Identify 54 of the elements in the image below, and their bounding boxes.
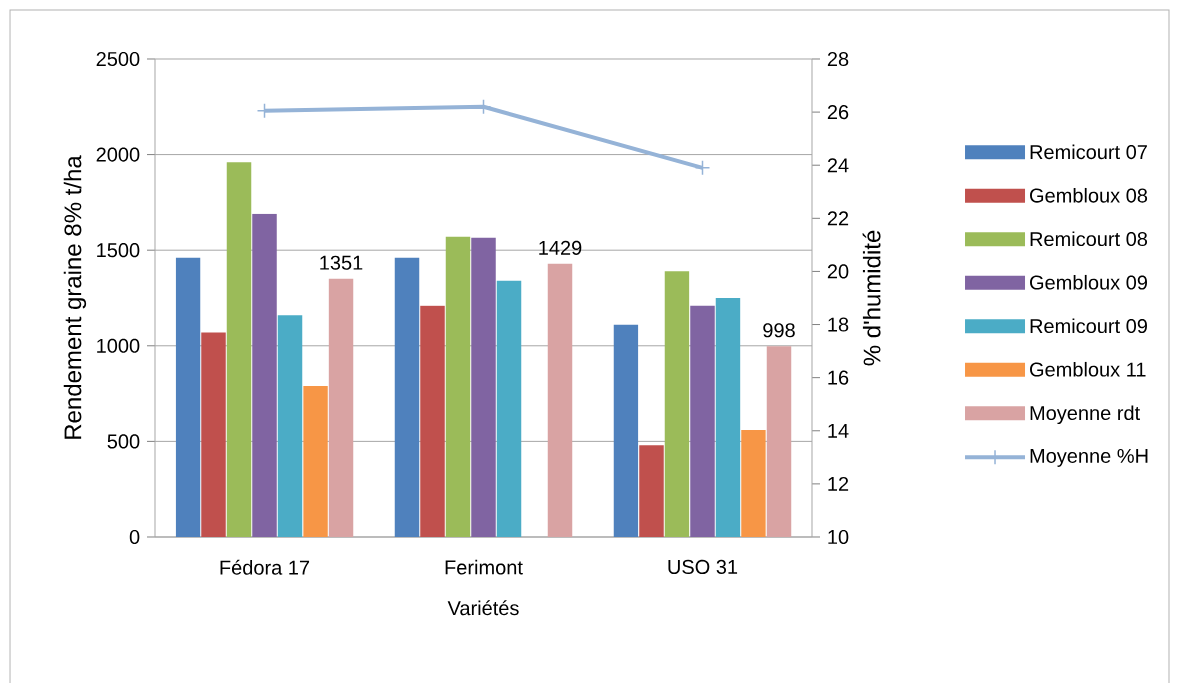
legend-label: Gembloux 08 <box>1030 187 1148 203</box>
y2-tick-label: 20 <box>827 264 849 279</box>
y-tick-label: 2500 <box>96 51 140 67</box>
bar <box>175 257 201 537</box>
bar <box>664 271 690 537</box>
data-label: 1351 <box>320 255 363 270</box>
bar <box>496 280 522 537</box>
legend-label: Gembloux 11 <box>1030 361 1146 377</box>
bar <box>690 305 715 537</box>
bar <box>471 237 496 537</box>
y2-tick-label: 24 <box>827 158 849 173</box>
bar <box>715 297 741 537</box>
bar <box>639 445 664 537</box>
y2-tick-label: 12 <box>828 476 849 491</box>
y2-tick-label: 14 <box>828 423 849 438</box>
legend-label: Remicourt 08 <box>1030 231 1148 247</box>
bar <box>328 278 354 537</box>
bar <box>741 429 766 537</box>
legend-label: Gembloux 09 <box>1030 274 1147 290</box>
bar <box>277 315 303 537</box>
bar <box>394 257 420 537</box>
x-tick-label: USO 31 <box>668 559 738 575</box>
y-tick-label: 1500 <box>97 243 140 258</box>
y2-tick-label: 22 <box>827 211 849 226</box>
bar <box>303 385 328 537</box>
legend-label: Moyenne %H <box>1030 448 1148 467</box>
bar <box>252 213 277 537</box>
y2-tick-label: 26 <box>827 105 849 120</box>
y2-axis-title: % d'humidité <box>862 230 881 366</box>
y-tick-label: 0 <box>129 529 140 545</box>
bar <box>547 263 573 537</box>
x-axis-title: Variétés <box>447 600 519 616</box>
bar <box>201 332 226 537</box>
y2-tick-label: 28 <box>827 51 849 67</box>
bar <box>445 236 471 537</box>
x-tick-label: Ferimont <box>445 559 523 575</box>
y-tick-label: 500 <box>107 434 140 449</box>
bar <box>613 324 639 537</box>
data-label: 1429 <box>539 240 582 255</box>
y2-tick-label: 18 <box>828 317 849 332</box>
y-tick-label: 1000 <box>97 338 140 353</box>
bar <box>226 162 252 537</box>
bar <box>420 305 445 537</box>
x-tick-label: Fédora 17 <box>220 559 310 575</box>
legend-label: Moyenne rdt <box>1030 405 1141 425</box>
y2-tick-label: 16 <box>828 370 849 385</box>
data-label: 998 <box>763 323 795 338</box>
point <box>694 160 711 176</box>
y-axis-title: Rendement graine 8% t/ha <box>63 155 87 439</box>
y-tick-label: 2000 <box>96 147 140 162</box>
y2-tick-label: 10 <box>828 529 849 545</box>
legend-label: Remicourt 09 <box>1030 318 1147 334</box>
bar <box>766 346 792 537</box>
legend-label: Remicourt 07 <box>1030 144 1147 160</box>
